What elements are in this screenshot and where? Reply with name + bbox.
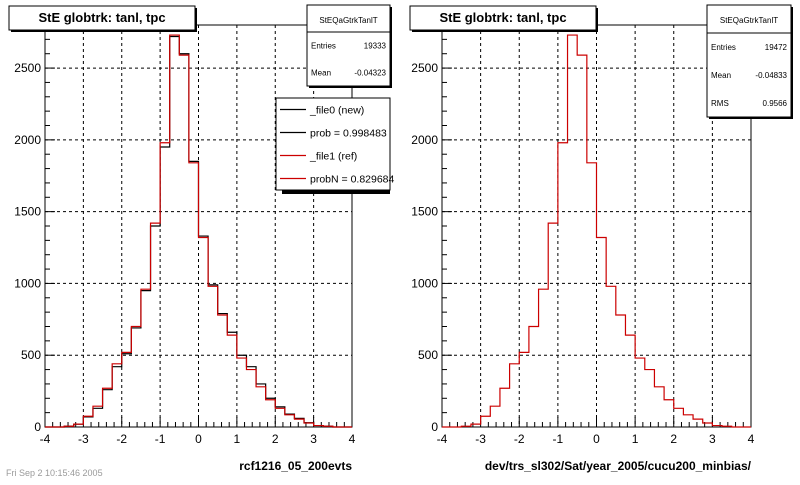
x-tick-label-1-4: 0 (593, 432, 600, 446)
title-box-1 (409, 5, 597, 31)
y-tick-label-0-1: 500 (21, 348, 41, 362)
chart-title-1: StE globtrk: tanl, tpc (439, 10, 566, 25)
y-tick-label-1-0: 0 (431, 420, 438, 434)
x-tick-label-0-4: 0 (195, 432, 202, 446)
x-axis-label-0: rcf1216_05_200evts (239, 459, 352, 473)
x-tick-label-1-0: -4 (437, 432, 448, 446)
x-tick-label-0-8: 4 (349, 432, 356, 446)
stats-label-0-1: Mean (311, 69, 331, 78)
y-tick-label-1-3: 1500 (411, 205, 438, 219)
x-tick-label-1-1: -3 (475, 432, 486, 446)
stats-label-0-0: Entries (311, 42, 336, 51)
stats-label-1-1: Mean (711, 71, 731, 80)
stats-box-1 (706, 4, 792, 118)
x-tick-label-0-1: -3 (78, 432, 89, 446)
x-tick-label-1-2: -2 (514, 432, 525, 446)
y-tick-label-0-4: 2000 (14, 133, 41, 147)
legend-box (275, 97, 391, 191)
y-tick-label-1-5: 2500 (411, 61, 438, 75)
stats-label-1-2: RMS (711, 99, 729, 108)
legend-label-1: prob = 0.998483 (310, 128, 387, 140)
stats-value-1-2: 0.9566 (763, 99, 788, 108)
stats-box-0 (306, 4, 391, 87)
legend-label-0: _file0 (new) (309, 105, 364, 117)
y-tick-label-0-3: 1500 (14, 205, 41, 219)
stats-value-1-0: 19472 (765, 43, 788, 52)
stats-value-0-1: -0.04323 (354, 69, 386, 78)
legend-label-2: _file1 (ref) (309, 151, 357, 163)
stats-value-0-0: 19333 (364, 42, 387, 51)
legend-label-3: probN = 0.829684 (310, 174, 395, 186)
x-tick-label-0-6: 2 (272, 432, 279, 446)
y-tick-label-0-0: 0 (34, 420, 41, 434)
x-tick-label-0-0: -4 (40, 432, 51, 446)
x-tick-label-1-7: 3 (709, 432, 716, 446)
x-tick-label-0-7: 3 (310, 432, 317, 446)
x-tick-label-0-2: -2 (116, 432, 127, 446)
x-tick-label-1-6: 2 (670, 432, 677, 446)
stats-name-1: StEQaGtrkTanlT (720, 16, 778, 25)
stats-name-0: StEQaGtrkTanlT (319, 16, 377, 25)
series-line-0-1 (45, 34, 352, 428)
footer-timestamp: Fri Sep 2 10:15:46 2005 (6, 468, 103, 478)
x-tick-label-1-8: 4 (748, 432, 755, 446)
stats-value-1-1: -0.04833 (755, 71, 787, 80)
x-axis-label-1: dev/trs_sl302/Sat/year_2005/cucu200_minb… (485, 459, 752, 473)
series-line-1-0 (442, 34, 751, 428)
x-tick-label-1-5: 1 (632, 432, 639, 446)
x-tick-label-1-3: -1 (553, 432, 564, 446)
x-tick-label-0-5: 1 (234, 432, 241, 446)
y-tick-label-1-4: 2000 (411, 133, 438, 147)
x-tick-label-0-3: -1 (155, 432, 166, 446)
title-box-0 (8, 5, 196, 31)
y-tick-label-1-1: 500 (418, 348, 438, 362)
y-tick-label-1-2: 1000 (411, 276, 438, 290)
stats-label-1-0: Entries (711, 43, 736, 52)
chart-title-0: StE globtrk: tanl, tpc (38, 10, 165, 25)
y-tick-label-0-2: 1000 (14, 276, 41, 290)
y-tick-label-0-5: 2500 (14, 61, 41, 75)
